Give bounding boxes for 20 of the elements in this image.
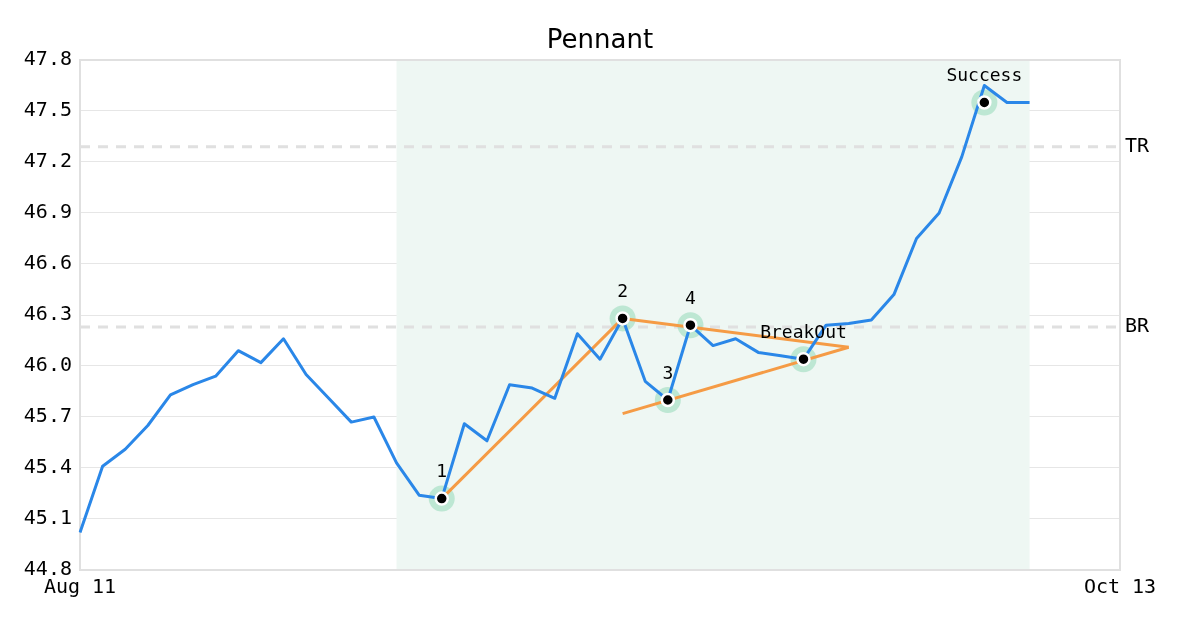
y-tick-label: 46.9 — [23, 199, 72, 224]
annotation: 2 — [617, 280, 629, 302]
ref-line-label: BR — [1125, 313, 1151, 338]
chart-title: Pennant — [546, 23, 654, 54]
y-tick-label: 45.7 — [23, 403, 72, 428]
annotation: Success — [946, 64, 1023, 86]
annotation: 3 — [662, 361, 674, 383]
y-tick-label: 47.8 — [23, 46, 72, 71]
annotation: 1 — [436, 460, 448, 482]
x-tick-label: Oct 13 — [1083, 574, 1157, 599]
y-tick-label: 46.3 — [23, 301, 72, 326]
y-tick-label: 45.4 — [23, 454, 72, 479]
y-tick-label: 47.2 — [23, 148, 72, 173]
y-tick-label: 46.0 — [23, 352, 72, 377]
ref-line-label: TR — [1125, 132, 1151, 157]
x-tick-label: Aug 11 — [43, 574, 117, 599]
y-tick-label: 45.1 — [23, 505, 72, 530]
y-tick-label: 47.5 — [23, 97, 72, 122]
annotation: 4 — [685, 286, 696, 308]
y-tick-label: 46.6 — [23, 250, 72, 275]
